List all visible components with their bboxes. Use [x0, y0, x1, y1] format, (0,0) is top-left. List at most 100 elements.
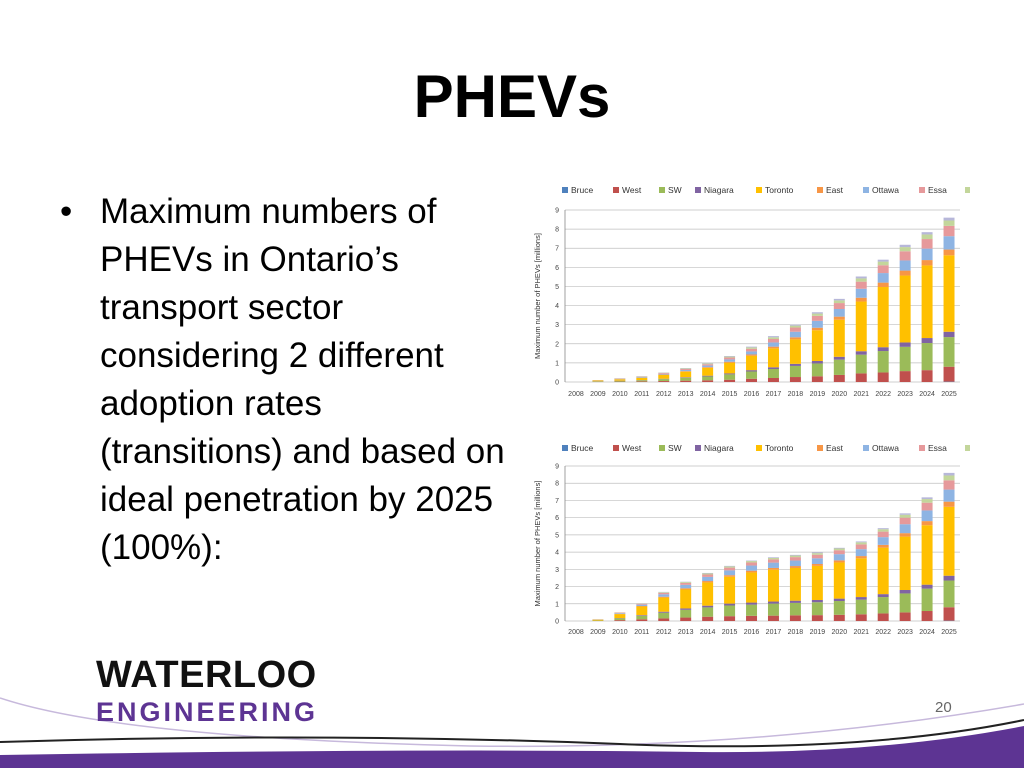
x-tick-label: 2013	[678, 629, 694, 636]
bar-segment	[855, 301, 867, 352]
x-tick-label: 2020	[832, 391, 848, 398]
bar-segment	[811, 363, 823, 377]
bar-segment	[767, 342, 779, 347]
bar-segment	[767, 615, 779, 621]
bar-segment	[789, 602, 801, 616]
y-tick-label: 7	[555, 246, 559, 253]
bar-segment	[724, 605, 736, 617]
x-tick-label: 2008	[568, 629, 584, 636]
x-tick-label: 2021	[853, 391, 869, 398]
bar-segment	[636, 377, 648, 378]
bar-segment	[702, 375, 714, 377]
bar-segment	[833, 359, 845, 375]
bar-segment	[724, 356, 736, 358]
y-tick-label: 7	[555, 498, 559, 505]
legend-swatch	[965, 187, 970, 193]
x-tick-label: 2022	[875, 629, 891, 636]
bar-segment	[855, 549, 867, 557]
bar-segment	[855, 599, 867, 615]
bar-segment	[899, 612, 911, 621]
legend-swatch	[756, 445, 762, 451]
bar-segment	[811, 599, 823, 603]
bar-segment	[943, 225, 955, 237]
x-tick-label: 2011	[634, 629, 649, 636]
bar-segment	[921, 343, 933, 371]
logo-line-engineering: ENGINEERING	[96, 697, 319, 727]
bar-segment	[724, 567, 736, 571]
logo-line-waterloo: WATERLOO	[96, 654, 317, 696]
bar-segment	[899, 244, 911, 248]
bar-segment	[921, 525, 933, 585]
bar-segment	[724, 379, 736, 382]
y-tick-label: 4	[555, 303, 559, 310]
bar-segment	[943, 607, 955, 621]
bar-segment	[636, 603, 648, 605]
bar-segment	[767, 569, 779, 602]
bar-segment	[658, 611, 670, 613]
x-tick-label: 2012	[656, 629, 672, 636]
bar-segment	[877, 531, 889, 538]
x-tick-label: 2013	[678, 391, 694, 398]
x-tick-label: 2023	[897, 629, 913, 636]
bar-segment	[636, 380, 648, 382]
stacked-bar-chart-1: BruceWestSWNiagaraTorontoEastOttawaEssaN…	[533, 185, 970, 398]
y-tick-label: 0	[555, 380, 559, 387]
bar-segment	[658, 373, 670, 374]
bar-segment	[811, 320, 823, 328]
bar-segment	[899, 342, 911, 347]
bar-segment	[746, 615, 758, 621]
legend-label: Bruce	[571, 443, 593, 453]
bar-segment	[877, 544, 889, 548]
bar-segment	[811, 558, 823, 564]
x-tick-label: 2025	[941, 391, 957, 398]
x-tick-label: 2009	[590, 629, 606, 636]
bar-segment	[614, 612, 626, 614]
bar-segment	[899, 514, 911, 518]
bar-segment	[702, 573, 714, 575]
bar-segment	[746, 354, 758, 356]
bar-segment	[702, 367, 714, 376]
bar-segment	[680, 584, 692, 589]
bar-segment	[899, 346, 911, 372]
bar-segment	[943, 506, 955, 576]
legend-swatch	[695, 187, 701, 193]
bar-segment	[855, 614, 867, 621]
x-tick-label: 2009	[590, 391, 606, 398]
bar-segment	[724, 373, 736, 375]
bar-segment	[811, 552, 823, 554]
bar-segment	[789, 600, 801, 603]
legend-swatch	[613, 187, 619, 193]
bar-segment	[789, 566, 801, 568]
x-tick-label: 2019	[810, 391, 826, 398]
bar-segment	[746, 560, 758, 562]
bar-segment	[943, 220, 955, 226]
y-tick-label: 0	[555, 619, 559, 626]
bar-segment	[943, 255, 955, 332]
bar-segment	[724, 374, 736, 380]
bar-segment	[943, 249, 955, 256]
footer-swoosh	[0, 697, 1024, 768]
legend-label: Toronto	[765, 443, 794, 453]
bar-segment	[636, 606, 648, 607]
y-tick-label: 9	[555, 208, 559, 215]
bar-segment	[877, 528, 889, 530]
bar-segment	[921, 370, 933, 382]
bar-segment	[943, 236, 955, 250]
bar-segment	[746, 348, 758, 352]
bar-segment	[833, 298, 845, 301]
y-tick-label: 1	[555, 360, 559, 367]
bar-segment	[767, 336, 779, 338]
bar-segment	[680, 609, 692, 618]
x-tick-label: 2008	[568, 391, 584, 398]
bullet-point: • Maximum numbers of PHEVs in Ontario’s …	[60, 188, 505, 572]
bar-segment	[921, 611, 933, 621]
bar-segment	[636, 381, 648, 382]
bar-segment	[724, 565, 736, 567]
bar-segment	[899, 524, 911, 534]
bar-segment	[702, 572, 714, 574]
bar-segment	[636, 615, 648, 616]
bar-segment	[746, 378, 758, 382]
bar-segment	[767, 562, 779, 568]
bar-segment	[921, 502, 933, 511]
bullet-text: Maximum numbers of PHEVs in Ontario’s tr…	[100, 192, 505, 567]
